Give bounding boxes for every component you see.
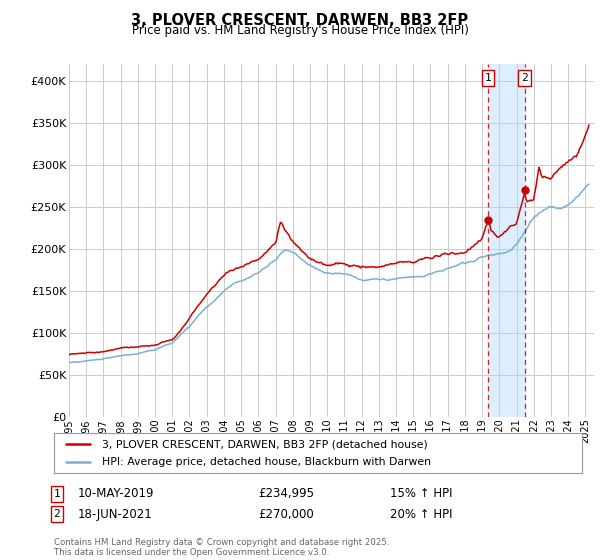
Text: 18-JUN-2021: 18-JUN-2021 (78, 507, 153, 521)
Text: Contains HM Land Registry data © Crown copyright and database right 2025.
This d: Contains HM Land Registry data © Crown c… (54, 538, 389, 557)
Text: 3, PLOVER CRESCENT, DARWEN, BB3 2FP (detached house): 3, PLOVER CRESCENT, DARWEN, BB3 2FP (det… (101, 439, 427, 449)
Text: 1: 1 (485, 73, 491, 83)
Text: 1: 1 (53, 489, 61, 499)
Text: £234,995: £234,995 (258, 487, 314, 501)
Text: 10-MAY-2019: 10-MAY-2019 (78, 487, 155, 501)
Text: 20% ↑ HPI: 20% ↑ HPI (390, 507, 452, 521)
Text: 2: 2 (53, 509, 61, 519)
Text: 15% ↑ HPI: 15% ↑ HPI (390, 487, 452, 501)
Text: £270,000: £270,000 (258, 507, 314, 521)
Text: 2: 2 (521, 73, 528, 83)
Text: HPI: Average price, detached house, Blackburn with Darwen: HPI: Average price, detached house, Blac… (101, 457, 431, 467)
Text: 3, PLOVER CRESCENT, DARWEN, BB3 2FP: 3, PLOVER CRESCENT, DARWEN, BB3 2FP (131, 13, 469, 28)
Bar (488, 64, 524, 417)
Text: Price paid vs. HM Land Registry's House Price Index (HPI): Price paid vs. HM Land Registry's House … (131, 24, 469, 36)
